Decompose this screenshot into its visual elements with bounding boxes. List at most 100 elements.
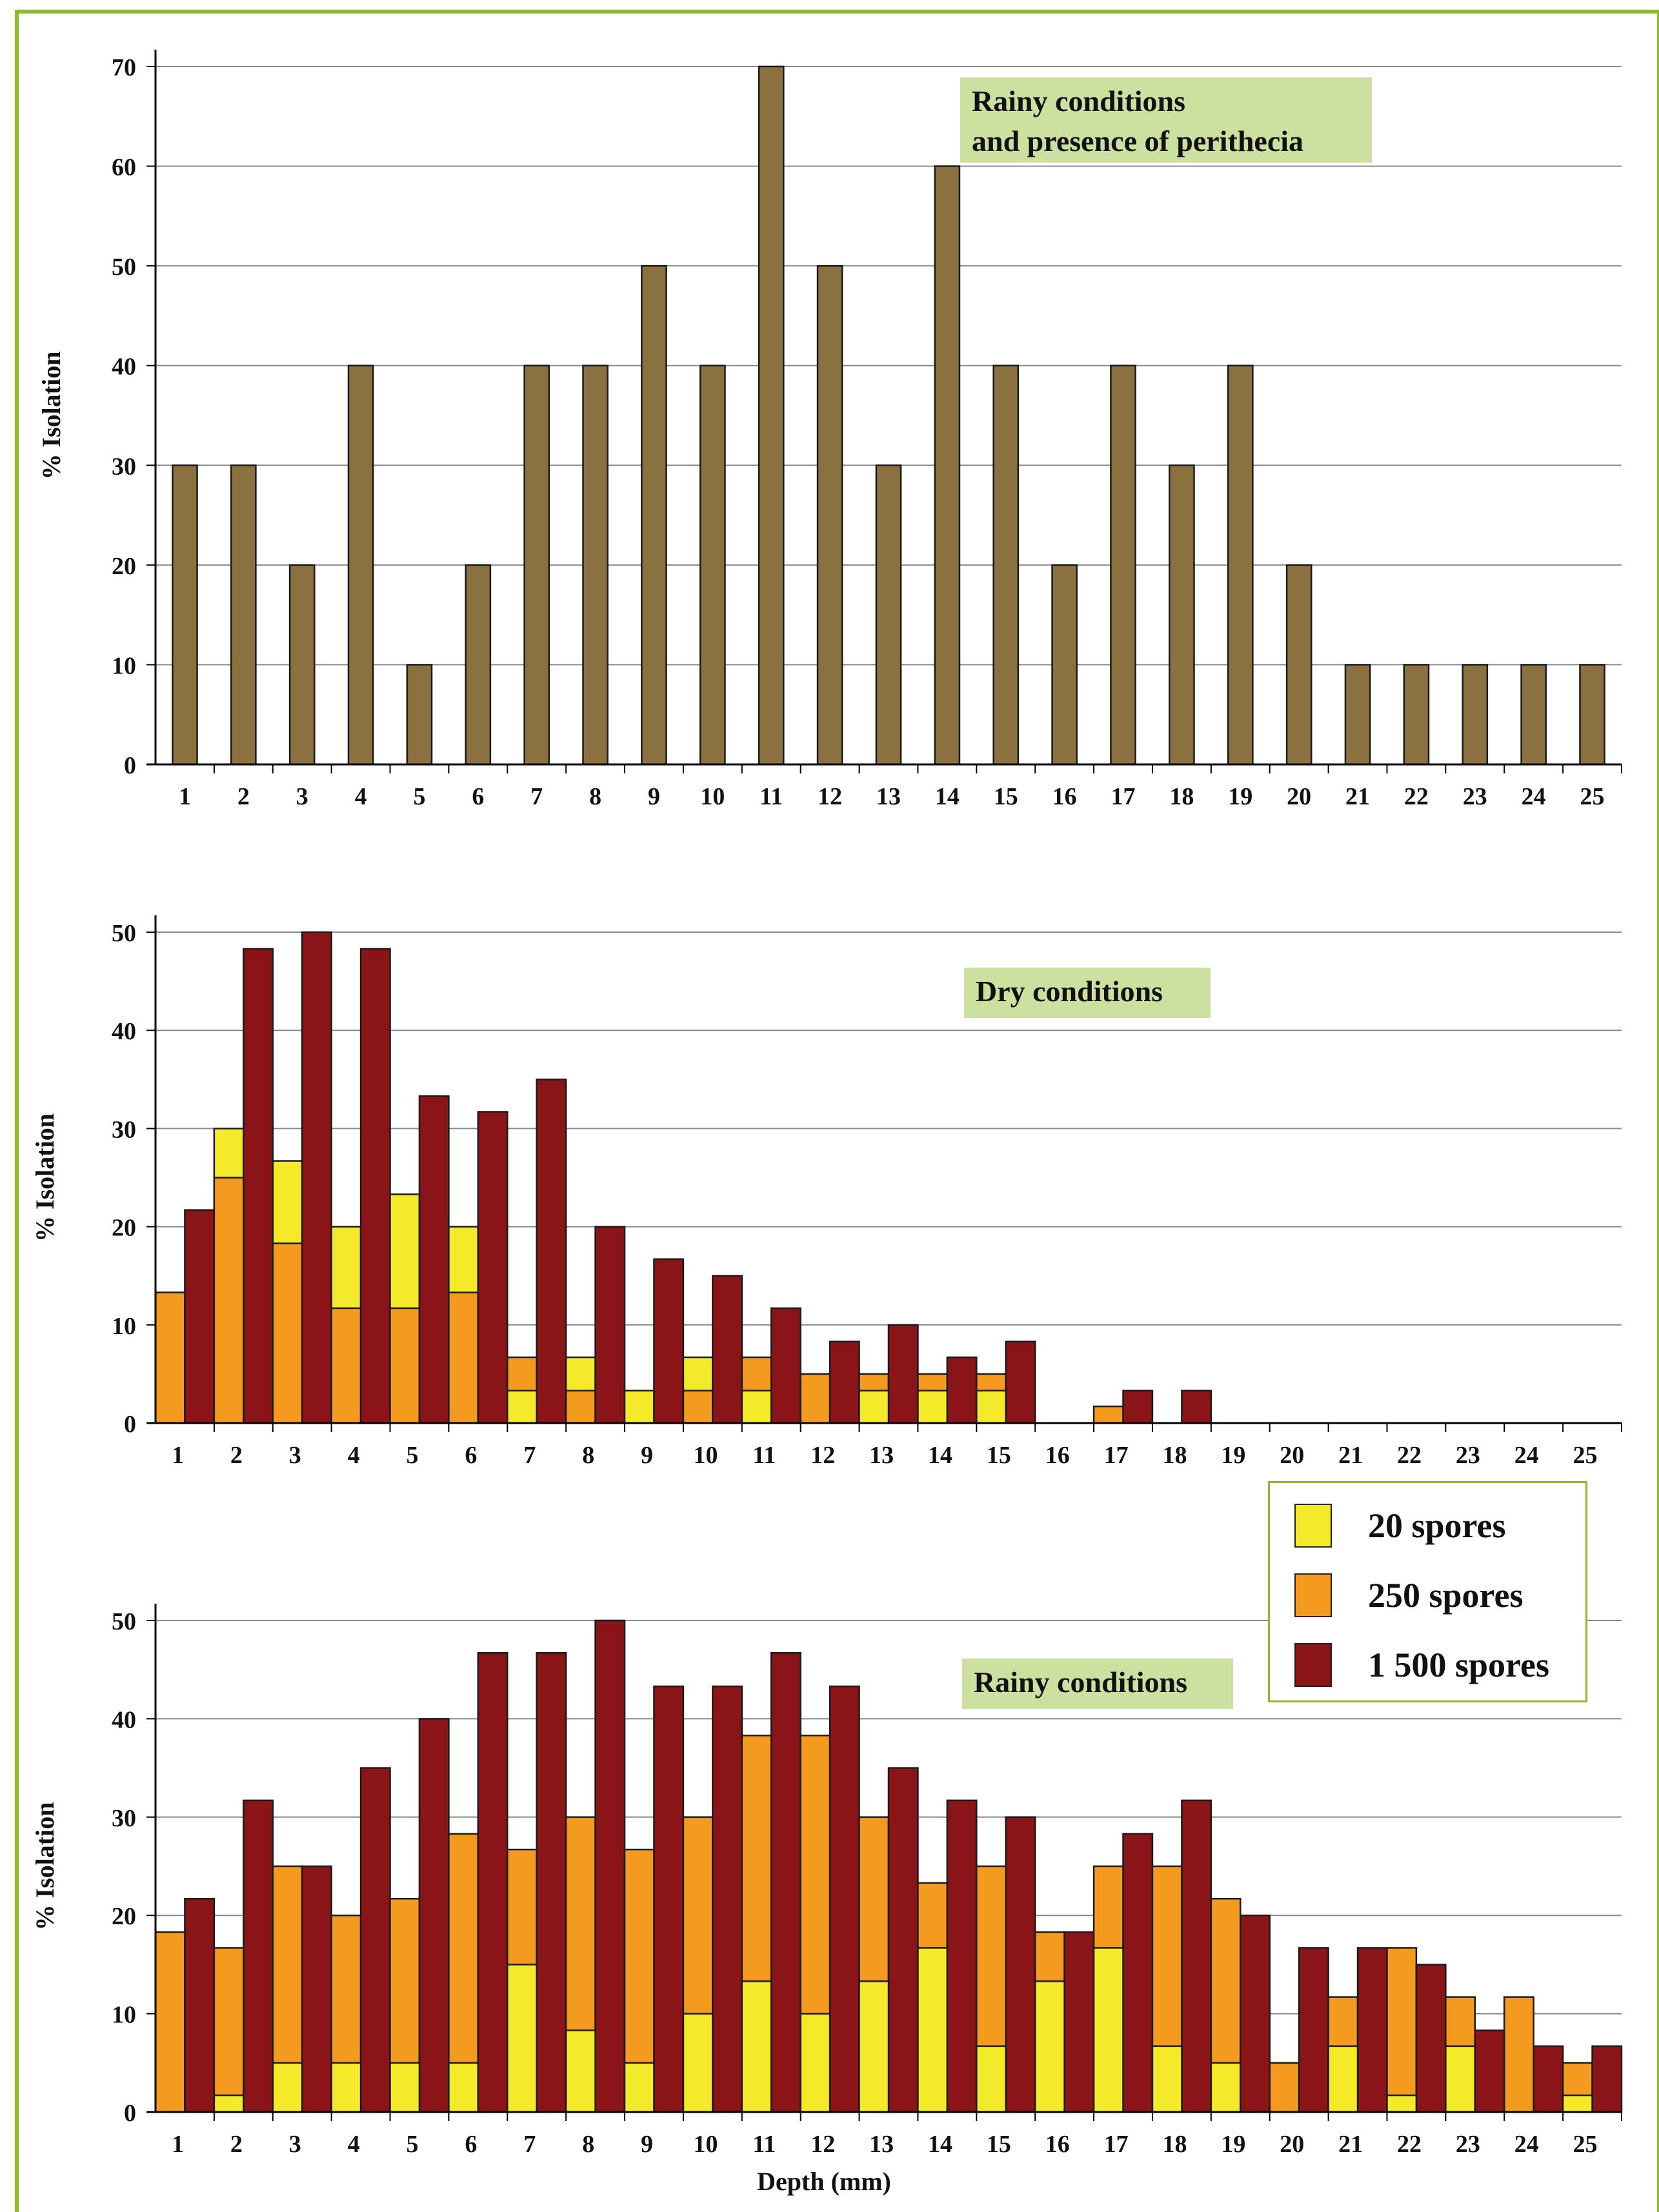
- bar-3-3-2: [243, 1799, 274, 2113]
- bar-3-3-20: [1298, 1947, 1329, 2113]
- bar-1-1-8: [582, 364, 608, 766]
- bar-3-3-23: [1474, 2029, 1505, 2113]
- bar-1-1-16: [1051, 564, 1078, 766]
- condition-annotation-text: and presence of perithecia: [972, 125, 1303, 157]
- condition-annotation-box: [960, 77, 1372, 163]
- x-tick-label: 17: [1104, 2131, 1129, 2158]
- bar-front-3-21: [1327, 2045, 1359, 2113]
- bar-3-2-22: [1386, 1947, 1418, 2113]
- bar-3-3-14: [946, 1799, 978, 2113]
- bar-front-2-15: [976, 1390, 1007, 1424]
- x-tick-label: 4: [348, 2131, 360, 2158]
- y-tick-label: 30: [112, 453, 136, 480]
- bar-3-3-19: [1240, 1914, 1271, 2113]
- legend-item-20-spores: 20 spores: [1294, 1500, 1506, 1551]
- bar-2-3-12: [829, 1340, 860, 1424]
- x-tick-label: 24: [1514, 2131, 1539, 2158]
- bar-front-3-22: [1386, 2094, 1418, 2113]
- x-tick-label: 20: [1280, 2131, 1304, 2158]
- x-tick-label: 6: [465, 1442, 477, 1469]
- bar-1-1-2: [230, 464, 257, 766]
- x-tick-label: 3: [296, 783, 308, 810]
- x-tick-label: 18: [1162, 2131, 1187, 2158]
- x-tick-label: 12: [818, 783, 842, 810]
- bar-2-3-8: [594, 1226, 626, 1424]
- x-tick-label: 12: [810, 1442, 835, 1469]
- x-tick-label: 14: [935, 783, 960, 810]
- bar-3-2-24: [1503, 1996, 1534, 2113]
- bar-2-2-12: [799, 1373, 831, 1424]
- bar-1-1-3: [288, 564, 316, 766]
- bar-3-3-25: [1591, 2045, 1623, 2113]
- x-tick-label: 1: [172, 2131, 184, 2158]
- x-tick-label: 15: [987, 2131, 1011, 2158]
- legend-swatch-1500-spores: [1294, 1643, 1332, 1687]
- bar-3-3-22: [1415, 1964, 1447, 2113]
- x-tick-label: 16: [1045, 1442, 1070, 1469]
- bar-front-3-18: [1151, 2045, 1183, 2113]
- bar-3-3-9: [653, 1685, 685, 2113]
- bar-2-3-2: [243, 948, 274, 1424]
- outer-frame: [15, 10, 1659, 2212]
- x-tick-label: 19: [1221, 1442, 1245, 1469]
- bar-front-3-8: [565, 2029, 596, 2113]
- bar-front-3-10: [682, 2013, 714, 2113]
- bar-2-3-15: [1005, 1340, 1036, 1424]
- x-tick-label: 22: [1397, 2131, 1422, 2158]
- bar-front-3-23: [1445, 2045, 1476, 2113]
- bar-3-3-4: [359, 1767, 391, 2113]
- x-tick-label: 18: [1169, 783, 1194, 810]
- y-axis-label: % Isolation: [30, 1802, 59, 1931]
- x-tick-label: 23: [1463, 783, 1487, 810]
- y-tick-label: 20: [112, 1215, 136, 1242]
- x-tick-label: 14: [928, 1442, 952, 1469]
- x-tick-label: 22: [1404, 783, 1429, 810]
- bar-front-2-14: [917, 1390, 949, 1424]
- bar-2-2-2: [213, 1177, 245, 1424]
- y-tick-label: 0: [124, 2100, 136, 2127]
- x-tick-label: 13: [869, 2131, 894, 2158]
- bar-2-3-10: [712, 1275, 743, 1424]
- bar-front-3-9: [623, 2062, 655, 2113]
- bar-2-3-18: [1181, 1390, 1212, 1424]
- x-tick-label: 13: [869, 1442, 894, 1469]
- bar-3-2-2: [213, 1947, 245, 2113]
- bar-2-3-11: [770, 1307, 801, 1424]
- x-tick-label: 19: [1228, 783, 1252, 810]
- bar-front-3-19: [1210, 2062, 1242, 2113]
- bar-front-3-25: [1562, 2094, 1593, 2113]
- bar-2-2-1: [154, 1291, 186, 1424]
- bar-front-3-5: [389, 2062, 421, 2113]
- bar-front-3-4: [330, 2062, 362, 2113]
- bar-front-3-13: [858, 1980, 890, 2113]
- x-tick-label: 15: [994, 783, 1018, 810]
- bar-1-1-11: [758, 65, 785, 766]
- bar-1-1-18: [1169, 464, 1195, 766]
- bar-3-3-12: [829, 1685, 860, 2113]
- bar-front-3-14: [917, 1947, 949, 2113]
- condition-annotation-text: Dry conditions: [976, 975, 1163, 1008]
- x-tick-label: 11: [759, 783, 783, 810]
- y-tick-label: 50: [112, 920, 136, 947]
- y-tick-label: 20: [112, 553, 136, 580]
- x-tick-label: 17: [1111, 783, 1136, 810]
- y-axis-label: % Isolation: [37, 352, 66, 480]
- bar-1-1-1: [172, 464, 198, 766]
- bar-3-3-8: [594, 1619, 626, 2113]
- bar-3-2-1: [154, 1931, 186, 2113]
- x-tick-label: 5: [407, 2131, 419, 2158]
- x-tick-label: 10: [700, 783, 725, 810]
- legend: 20 spores 250 spores 1 500 spores: [1268, 1481, 1587, 1702]
- bar-1-1-9: [641, 264, 667, 766]
- x-tick-label: 8: [582, 2131, 594, 2158]
- bar-front-3-6: [448, 2062, 479, 2113]
- bar-front-3-3: [272, 2062, 303, 2113]
- bar-3-3-1: [184, 1898, 216, 2113]
- bar-1-1-19: [1227, 364, 1254, 766]
- x-tick-label: 18: [1162, 1442, 1187, 1469]
- bar-1-1-20: [1285, 564, 1312, 766]
- bar-2-3-14: [946, 1356, 978, 1424]
